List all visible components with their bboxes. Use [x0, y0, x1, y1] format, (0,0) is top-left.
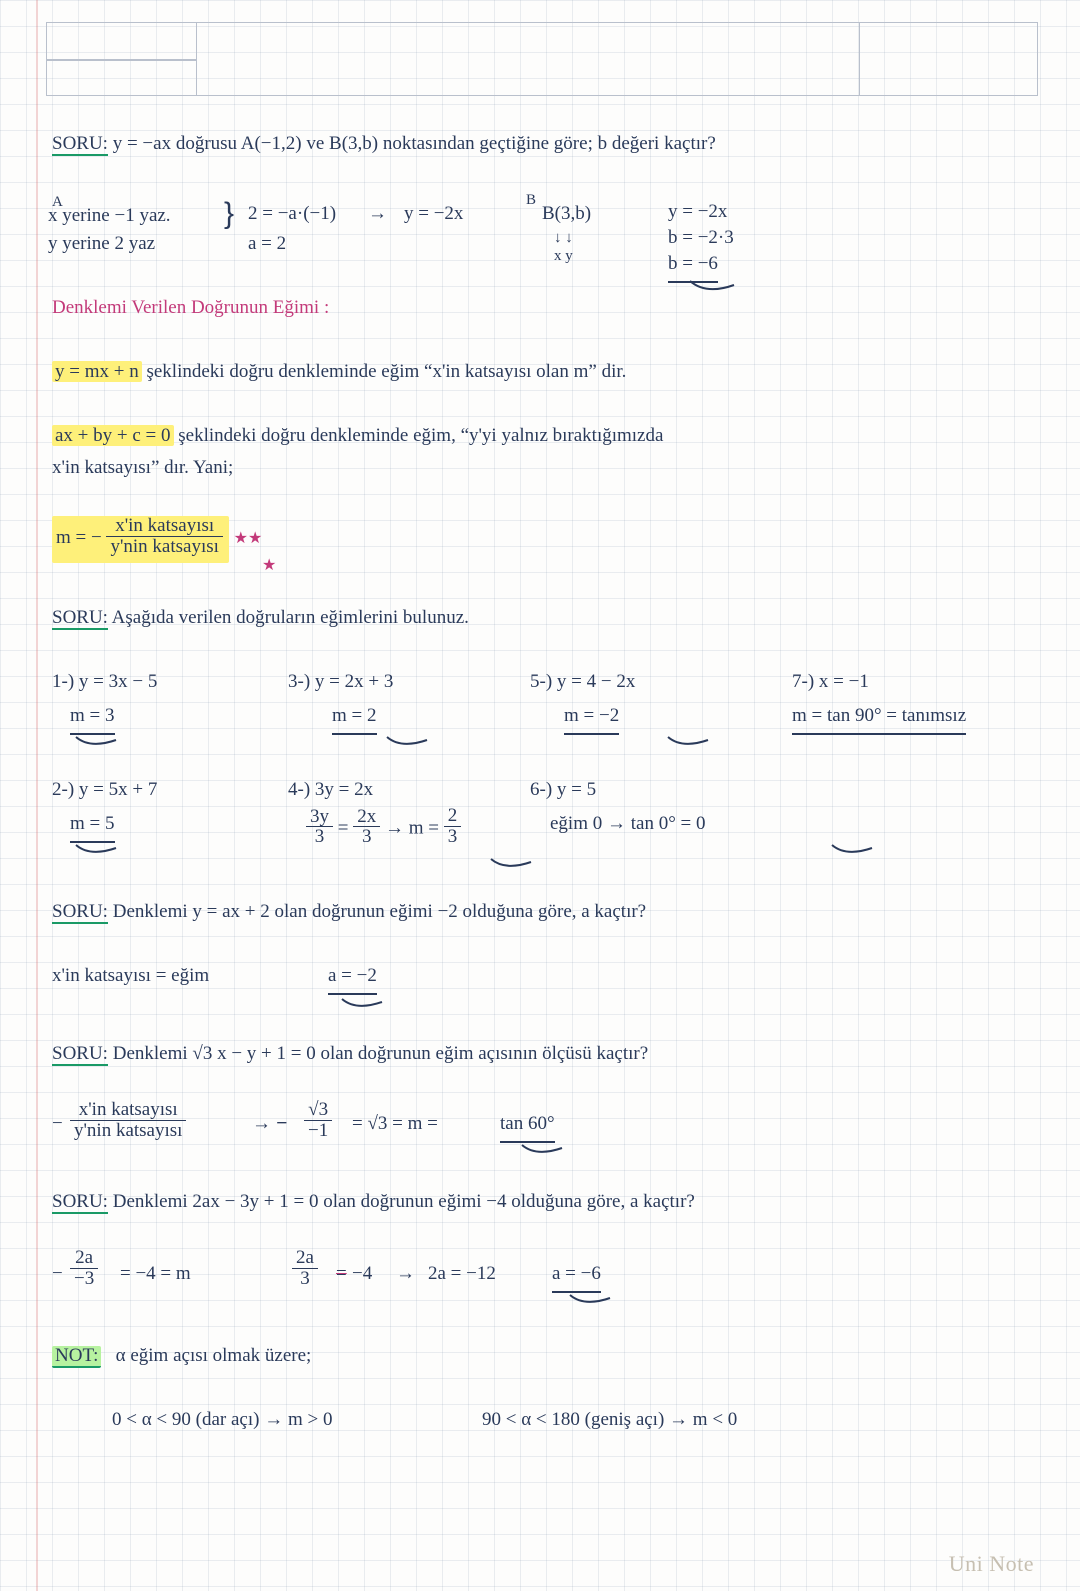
rule3-n: x'in katsayısı [106, 516, 222, 537]
q3-work: x'in katsayısı = eğim [52, 960, 209, 992]
i6-a: eğim 0 → tan 0° = 0 [550, 808, 706, 840]
note-r: 90 < α < 180 (geniş açı) → m < 0 [482, 1404, 737, 1436]
section-title: Denklemi Verilen Doğrunun Eğimi : [52, 297, 329, 318]
q1-suby: y yerine 2 yaz [48, 228, 155, 260]
soru-label: SORU: [52, 902, 108, 924]
i5-q: 5-) y = 4 − 2x [530, 666, 635, 698]
soru-label: SORU: [52, 608, 108, 630]
page-content: SORU: y = −ax doğrusu A(−1,2) ve B(3,b) … [52, 128, 1040, 1436]
rule1-text: şeklindeki doğru denkleminde eğim “x'in … [142, 361, 627, 382]
i5-a: m = −2 [564, 700, 619, 735]
i3-q: 3-) y = 2x + 3 [288, 666, 393, 698]
soru-label: SORU: [52, 1192, 108, 1214]
soru-label: SORU: [52, 1044, 108, 1066]
q4-text: Denklemi √3 x − y + 1 = 0 olan doğrunun … [113, 1043, 648, 1064]
i7-a: m = tan 90° = tanımsız [792, 700, 966, 735]
star-icon: ★ [234, 530, 248, 547]
q1-step1: 2 = −a·(−1) [248, 198, 336, 230]
watermark: Uni Note [949, 1551, 1034, 1577]
note-l: 0 < α < 90 (dar açı) → m > 0 [112, 1404, 332, 1436]
rule2-line2: x'in katsayısı” dır. Yani; [52, 457, 233, 478]
q5-ans: a = −6 [552, 1258, 601, 1293]
i6-q: 6-) y = 5 [530, 774, 596, 806]
i4-q: 4-) 3y = 2x [288, 774, 373, 806]
i2-a: m = 5 [70, 808, 115, 843]
rule2-text: şeklindeki doğru denkleminde eğim, “y'yi… [174, 425, 664, 446]
not-label: NOT: [52, 1346, 101, 1368]
q1-step2: y = −2x [404, 198, 463, 230]
rule1-hl: y = mx + n [52, 361, 142, 382]
not-text: α eğim açısı olmak üzere; [116, 1345, 312, 1366]
i2-q: 2-) y = 5x + 7 [52, 774, 157, 806]
margin-line [36, 0, 38, 1591]
i1-q: 1-) y = 3x − 5 [52, 666, 157, 698]
rule2-hl: ax + by + c = 0 [52, 425, 174, 446]
rule3-lhs: m = − [56, 527, 102, 548]
header-box [46, 22, 1038, 96]
q3-ans: a = −2 [328, 960, 377, 995]
soru-label: SORU: [52, 134, 108, 156]
i1-a: m = 3 [70, 700, 115, 735]
q2-text: Aşağıda verilen doğruların eğimlerini bu… [112, 607, 469, 628]
q1-a: a = 2 [248, 228, 286, 260]
i3-a: m = 2 [332, 700, 377, 735]
rule3-d: y'nin katsayısı [106, 537, 222, 557]
q4-ans: tan 60° [500, 1108, 555, 1143]
q3-text: Denklemi y = ax + 2 olan doğrunun eğimi … [113, 901, 646, 922]
q5-text: Denklemi 2ax − 3y + 1 = 0 olan doğrunun … [113, 1191, 695, 1212]
i7-q: 7-) x = −1 [792, 666, 869, 698]
q1-text: y = −ax doğrusu A(−1,2) ve B(3,b) noktas… [113, 133, 716, 154]
arrow-icon: → [368, 198, 387, 230]
